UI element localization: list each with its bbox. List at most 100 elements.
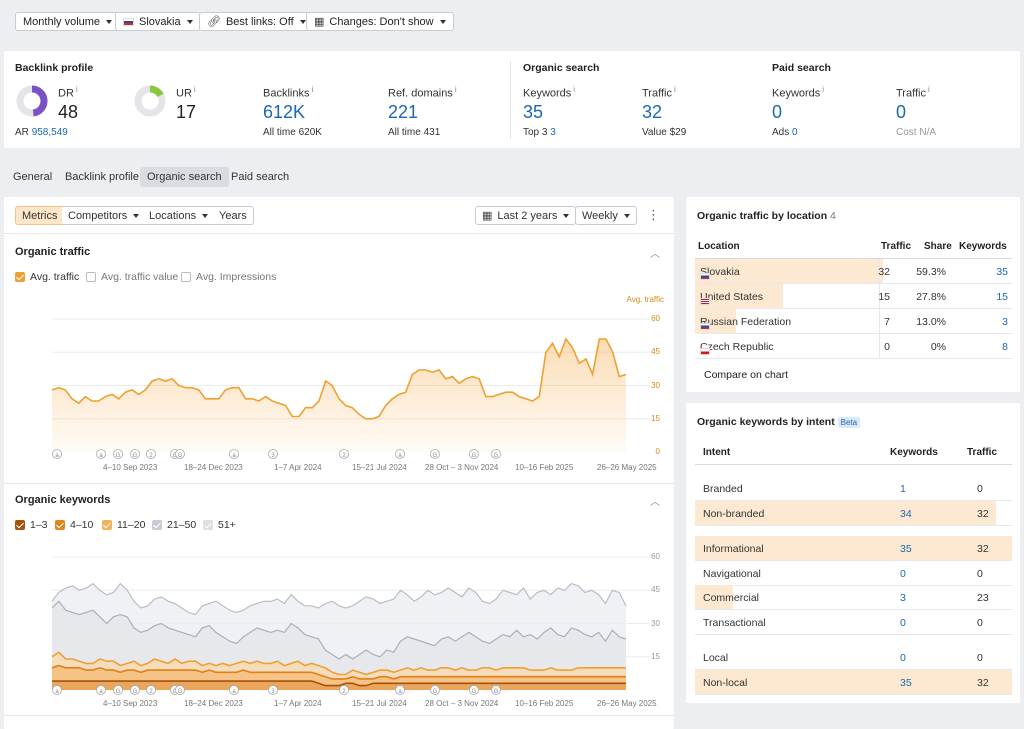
info-icon[interactable]: i [573,85,576,94]
annotation-marker[interactable]: a [395,449,405,460]
interval-dropdown[interactable]: Weekly [575,206,637,225]
tab-general[interactable]: General [13,171,53,183]
location-keywords-link[interactable]: 15 [996,291,1008,303]
annotation-marker[interactable]: a [52,449,62,460]
annotation-marker[interactable]: G [130,449,140,460]
annotation-marker[interactable]: G [175,685,185,696]
annotation-marker[interactable]: a [96,449,106,460]
info-icon[interactable]: i [454,85,457,94]
location-keywords-link[interactable]: 35 [996,266,1008,278]
intent-keywords-link[interactable]: 0 [900,652,906,664]
intent-row[interactable]: Informational 35 32 [695,536,1012,561]
annotation-marker[interactable]: 3 [268,685,278,696]
more-options-icon[interactable]: ⋮ [647,207,660,222]
volume-dropdown[interactable]: Monthly volume [15,12,121,31]
metrics-button[interactable]: Metrics [15,206,65,225]
collapse-icon[interactable]: ︿ [650,497,660,508]
intent-keywords-link[interactable]: 35 [900,543,912,555]
annotation-marker[interactable]: G [113,449,123,460]
location-row[interactable]: Czech Republic 0 0% 8 [695,334,1012,359]
annotation-marker[interactable]: a [229,449,239,460]
info-icon[interactable]: i [75,85,78,94]
avg-impressions-checkbox[interactable]: Avg. Impressions [181,271,276,283]
compare-on-chart-link[interactable]: Compare on chart [704,369,789,381]
intent-row[interactable]: Navigational 0 0 [695,561,1012,586]
checkbox-checked-icon [55,520,65,531]
changes-dropdown[interactable]: ▦ Changes: Don't show [306,12,454,31]
annotation-marker[interactable]: a [52,685,62,696]
annotation-marker[interactable]: a [229,685,239,696]
annotation-marker[interactable]: G [469,685,479,696]
organic-keywords-value[interactable]: 35 [523,102,544,122]
annotation-marker[interactable]: G [430,685,440,696]
intent-row[interactable]: Non-local 35 32 [695,670,1012,695]
annotation-marker[interactable]: G [130,685,140,696]
tab-paid-search[interactable]: Paid search [231,171,290,183]
location-row[interactable]: Slovakia 32 59.3% 35 [695,259,1012,284]
location-keywords-link[interactable]: 8 [1002,341,1008,353]
checkbox-icon [181,272,191,283]
tab-organic-search[interactable]: Organic search [140,167,229,187]
annotation-marker[interactable]: G [113,685,123,696]
annotation-marker[interactable]: G [469,449,479,460]
competitors-dropdown[interactable]: Competitors [62,206,147,225]
svg-text:G: G [178,453,183,459]
intent-keywords-link[interactable]: 35 [900,677,912,689]
annotation-marker[interactable]: 3 [268,449,278,460]
annotation-marker[interactable]: 2 [146,685,156,696]
svg-text:G: G [133,689,138,695]
intent-row[interactable]: Non-branded 34 32 [695,501,1012,526]
collapse-icon[interactable]: ︿ [650,249,660,260]
location-row[interactable]: United States 15 27.8% 15 [695,284,1012,309]
locations-dropdown[interactable]: Locations [143,206,216,225]
refdomains-value[interactable]: 221 [388,102,419,122]
intent-keywords-link[interactable]: 3 [900,592,906,604]
legend-item[interactable]: 4–10 [55,519,93,531]
tab-backlink-profile[interactable]: Backlink profile [65,171,139,183]
best-links-dropdown[interactable]: 🔗︎ Best links: Off [199,12,314,31]
location-row[interactable]: Russian Federation 7 13.0% 3 [695,309,1012,334]
country-dropdown[interactable]: Slovakia [115,12,201,31]
annotation-marker[interactable]: 2 [146,449,156,460]
paid-keywords-value[interactable]: 0 [772,102,783,122]
ar-value-link[interactable]: 958,549 [31,127,68,138]
organic-keywords-label: Keywords i [523,85,576,100]
svg-text:G: G [173,453,178,459]
legend-item[interactable]: 21–50 [152,519,196,531]
annotation-marker[interactable]: G [491,449,501,460]
annotation-marker[interactable]: G [175,449,185,460]
annotation-marker[interactable]: 2 [339,685,349,696]
avg-traffic-value-checkbox[interactable]: Avg. traffic value [86,271,178,283]
intent-row[interactable]: Commercial 3 23 [695,585,1012,610]
x-tick-label: 4–10 Sep 2023 [103,463,158,472]
info-icon[interactable]: i [673,85,676,94]
info-icon[interactable]: i [927,85,930,94]
years-button[interactable]: Years [213,206,254,225]
annotation-marker[interactable]: G [430,449,440,460]
backlinks-value[interactable]: 612K [263,102,306,122]
legend-item[interactable]: 51+ [203,519,236,531]
paid-traffic-value[interactable]: 0 [896,102,907,122]
info-icon[interactable]: i [193,85,196,94]
intent-row[interactable]: Transactional 0 0 [695,610,1012,635]
annotation-marker[interactable]: a [96,685,106,696]
avg-traffic-checkbox[interactable]: Avg. traffic [15,271,79,283]
annotation-marker[interactable]: 2 [339,449,349,460]
date-range-dropdown[interactable]: ▦ Last 2 years [475,206,577,225]
intent-row[interactable]: Local 0 0 [695,645,1012,670]
info-icon[interactable]: i [311,85,314,94]
legend-item[interactable]: 1–3 [15,519,48,531]
annotation-marker[interactable]: a [395,685,405,696]
intent-keywords-link[interactable]: 0 [900,568,906,580]
intent-row[interactable]: Branded 1 0 [695,476,1012,501]
location-keywords-link[interactable]: 3 [1002,316,1008,328]
intent-keywords-link[interactable]: 0 [900,617,906,629]
traffic-value: Value $29 [642,127,687,138]
traffic-area [52,339,626,452]
annotation-marker[interactable]: G [491,685,501,696]
intent-keywords-link[interactable]: 1 [900,483,906,495]
legend-item[interactable]: 11–20 [102,519,145,531]
organic-traffic-value[interactable]: 32 [642,102,663,122]
intent-keywords-link[interactable]: 34 [900,508,912,520]
info-icon[interactable]: i [822,85,825,94]
